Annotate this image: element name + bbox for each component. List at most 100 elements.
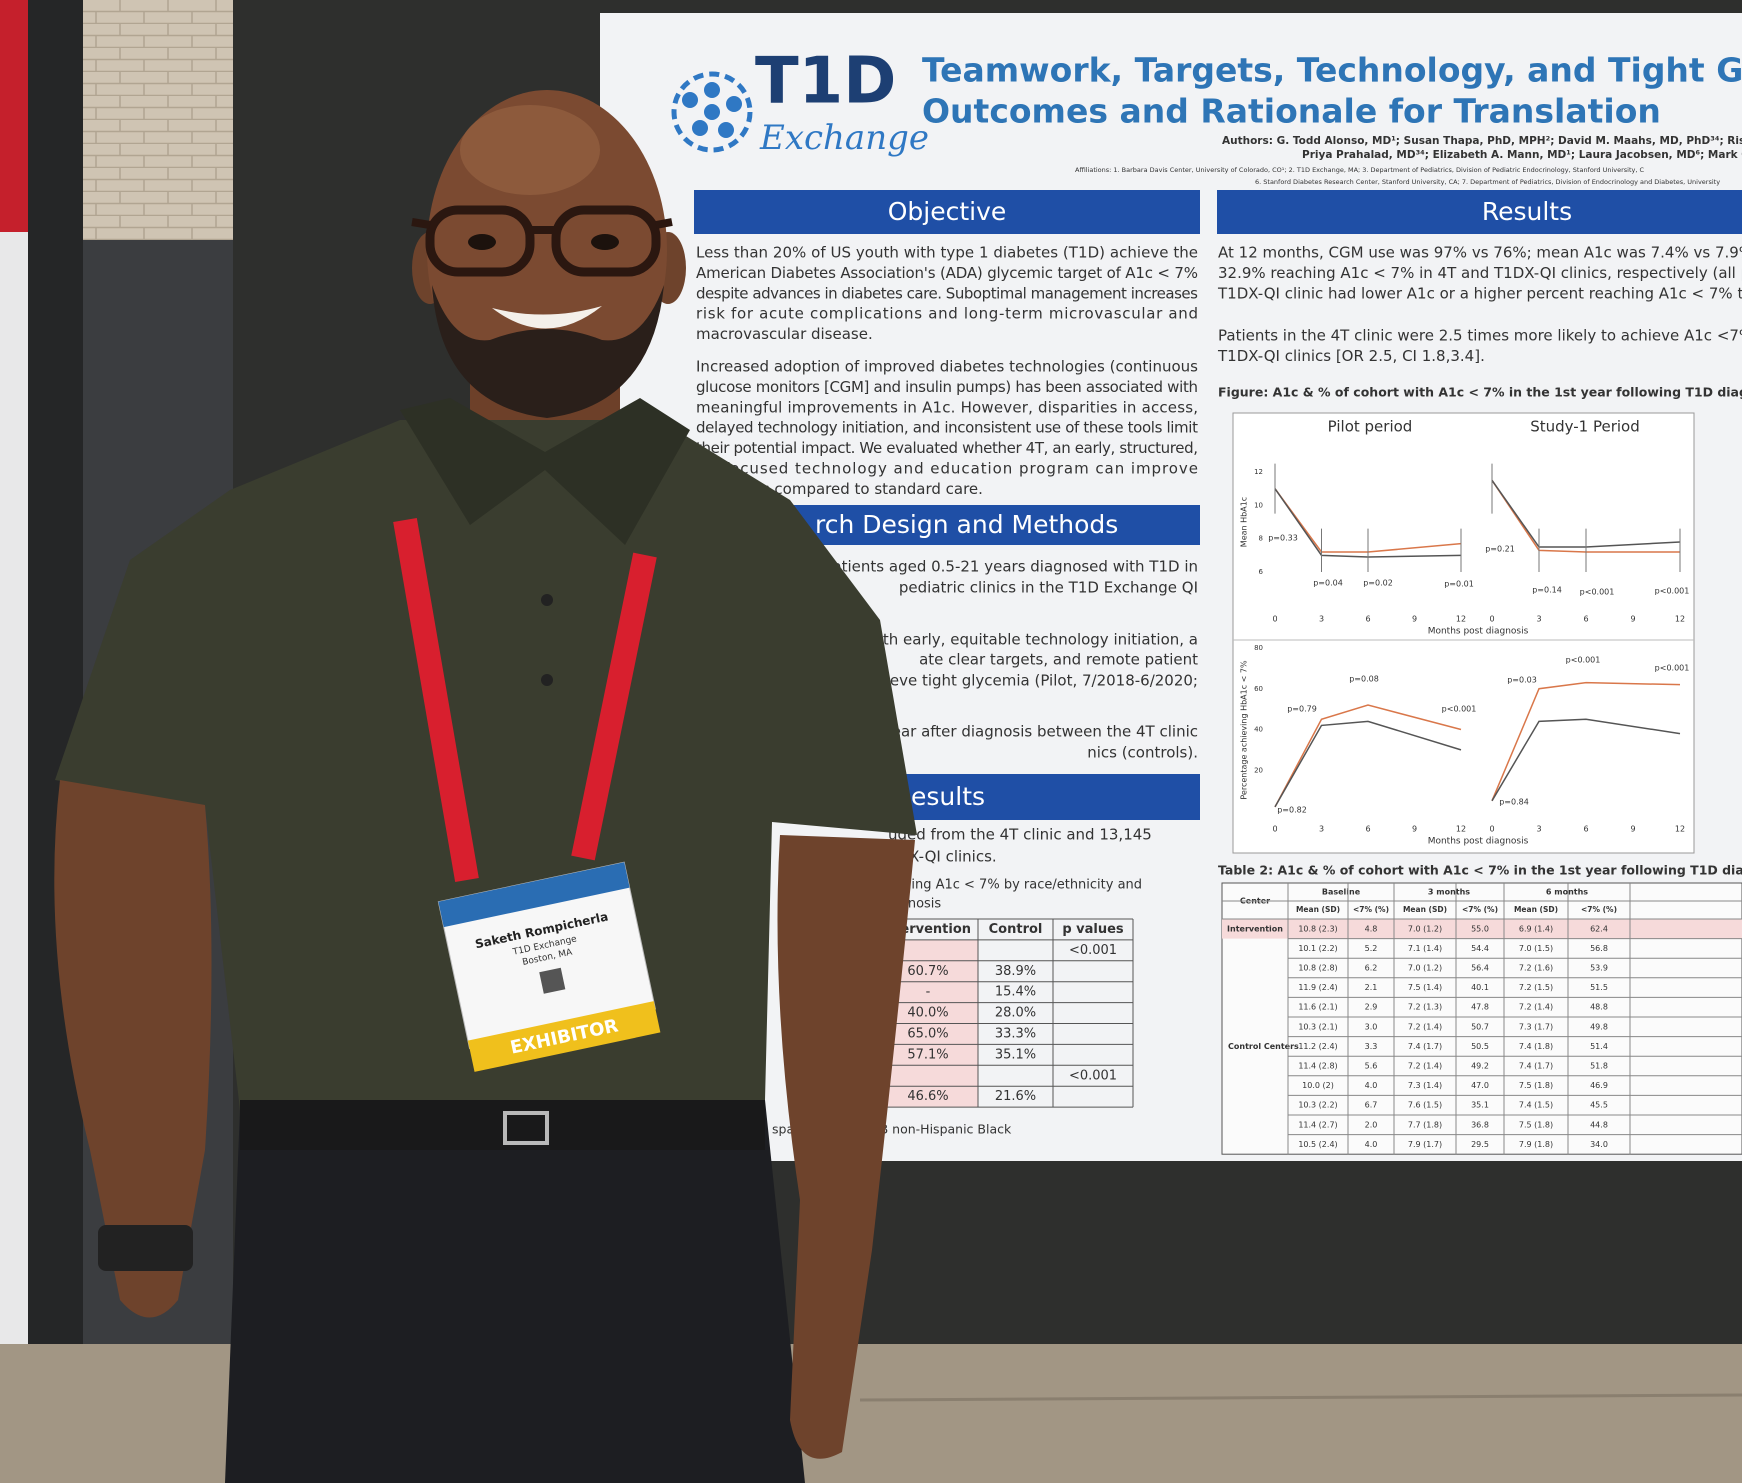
table-cell: 7.6 (1.5) <box>1408 1101 1442 1110</box>
x-tick-label: 9 <box>1412 825 1417 834</box>
table-cell: 4.8 <box>1365 924 1378 933</box>
body-text: aching A1c < 7% by race/ethnicity and <box>888 878 1142 893</box>
table-cell-fill <box>878 1065 978 1087</box>
body-text: delayed technology initiation, and incon… <box>696 419 1198 437</box>
lanyard <box>393 517 479 883</box>
logo-dot <box>718 122 734 138</box>
y-tick-label: 8 <box>1259 535 1263 543</box>
table-cell: 10.5 (2.4) <box>1298 1140 1337 1149</box>
p-value: p<0.001 <box>1655 587 1690 596</box>
table-cell: 57.1% <box>907 1047 948 1062</box>
x-tick-label: 12 <box>1456 825 1466 834</box>
curve <box>1274 704 1462 808</box>
table-subheader: <7% (%) <box>1353 905 1389 914</box>
table-cell: 2.1 <box>1365 983 1378 992</box>
curve <box>1491 479 1681 548</box>
curve <box>1491 681 1681 802</box>
results-heading: Results <box>1482 197 1572 226</box>
person: Saketh Rompicherla T1D Exchange Boston, … <box>54 90 917 1483</box>
table-cell: 56.4 <box>1471 964 1489 973</box>
table-cell: 7.5 (1.8) <box>1519 1120 1553 1129</box>
logo-dot <box>704 104 720 120</box>
objective-heading: Objective <box>888 197 1007 226</box>
p-value: p<0.001 <box>1655 664 1690 673</box>
table-cell: 51.5 <box>1590 983 1608 992</box>
body-text: American Diabetes Association's (ADA) gl… <box>696 264 1198 282</box>
x-tick-label: 12 <box>1456 615 1466 624</box>
table-cell: 7.7 (1.8) <box>1408 1120 1442 1129</box>
curve <box>1491 718 1681 802</box>
table-cell: 4.0 <box>1365 1081 1378 1090</box>
table-cell: 7.4 (1.5) <box>1519 1101 1553 1110</box>
y-tick-label: 40 <box>1254 726 1263 734</box>
table-cell: 7.4 (1.7) <box>1408 1042 1442 1051</box>
x-tick-label: 6 <box>1583 825 1588 834</box>
table-cell-fill <box>878 1002 978 1024</box>
glasses-frame <box>411 218 673 234</box>
table-cell: 11.4 (2.8) <box>1298 1062 1337 1071</box>
body-text: risk for acute complications and long-te… <box>696 305 1198 323</box>
brick-wall <box>83 0 233 240</box>
belt <box>240 1100 765 1150</box>
y-axis-label: Mean HbA1c <box>1240 497 1249 547</box>
table-cell: 54.4 <box>1471 944 1489 953</box>
x-tick-label: 6 <box>1583 615 1588 624</box>
body-text: uded from the 4T clinic and 13,145 <box>888 826 1152 844</box>
table-caption: Table 2: A1c & % of cohort with A1c < 7%… <box>1218 863 1742 878</box>
p-value: p=0.03 <box>1507 676 1537 685</box>
logo-name: T1D <box>755 45 896 119</box>
table-cell: 4.0 <box>1365 1140 1378 1149</box>
table-cell: 7.5 (1.4) <box>1408 983 1442 992</box>
table-cell: 38.9% <box>995 964 1036 979</box>
table-cell: 46.6% <box>907 1089 948 1104</box>
table-cell: 40.1 <box>1471 983 1489 992</box>
x-tick-label: 3 <box>1536 825 1541 834</box>
table-cell: 3.0 <box>1365 1022 1378 1031</box>
table-cell: 7.0 (1.2) <box>1408 964 1442 973</box>
table-cell: 10.3 (2.1) <box>1298 1022 1337 1031</box>
table-subheader: <7% (%) <box>1462 905 1498 914</box>
table-cell-fill <box>878 1023 978 1045</box>
body-text: T1DX-QI clinics [OR 2.5, CI 1.8,3.4]. <box>1217 347 1485 365</box>
p-value: p=0.08 <box>1349 675 1379 684</box>
y-tick-label: 6 <box>1259 568 1264 576</box>
curve <box>1274 720 1462 808</box>
table-cell: 45.5 <box>1590 1101 1608 1110</box>
p-value: p<0.001 <box>1442 705 1477 714</box>
curve <box>1274 488 1462 558</box>
table-cell: 48.8 <box>1590 1003 1608 1012</box>
side-board-red <box>0 0 28 232</box>
body-text: 1DX-QI clinics. <box>888 848 997 866</box>
table-cell: 7.1 (1.4) <box>1408 944 1442 953</box>
p-value: p=0.21 <box>1485 545 1515 554</box>
body-text: Increased adoption of improved diabetes … <box>696 358 1198 376</box>
p-value: p=0.14 <box>1532 586 1562 595</box>
body-text: glucose monitors [CGM] and insulin pumps… <box>696 378 1198 396</box>
beard <box>432 285 664 418</box>
logo-dot <box>682 92 698 108</box>
p-value: p=0.84 <box>1499 798 1529 807</box>
table-cell: 11.6 (2.1) <box>1298 1003 1337 1012</box>
p-value: p<0.001 <box>1566 656 1601 665</box>
table-cell: 5.2 <box>1365 944 1378 953</box>
eye <box>468 234 496 250</box>
p-value: p=0.04 <box>1313 579 1343 588</box>
x-tick-label: 9 <box>1412 615 1417 624</box>
table-cell: - <box>926 985 931 1000</box>
table-cell: 3.3 <box>1365 1042 1378 1051</box>
table-cell: 35.1% <box>995 1047 1036 1062</box>
right-arm <box>777 835 915 1459</box>
shirt <box>55 420 917 1110</box>
logo-tagline: Exchange <box>759 118 929 158</box>
table-cell: 55.0 <box>1471 924 1489 933</box>
row-label: Intervention <box>1227 924 1283 933</box>
row-label: Control Centers <box>1228 1042 1299 1051</box>
table-cell: 6.2 <box>1365 964 1378 973</box>
table-header: Baseline <box>1322 888 1361 897</box>
table-cell: 7.2 (1.4) <box>1519 1003 1553 1012</box>
table-cell: 50.5 <box>1471 1042 1489 1051</box>
body-text: eve tight glycemia (Pilot, 7/2018-6/2020… <box>890 672 1198 690</box>
